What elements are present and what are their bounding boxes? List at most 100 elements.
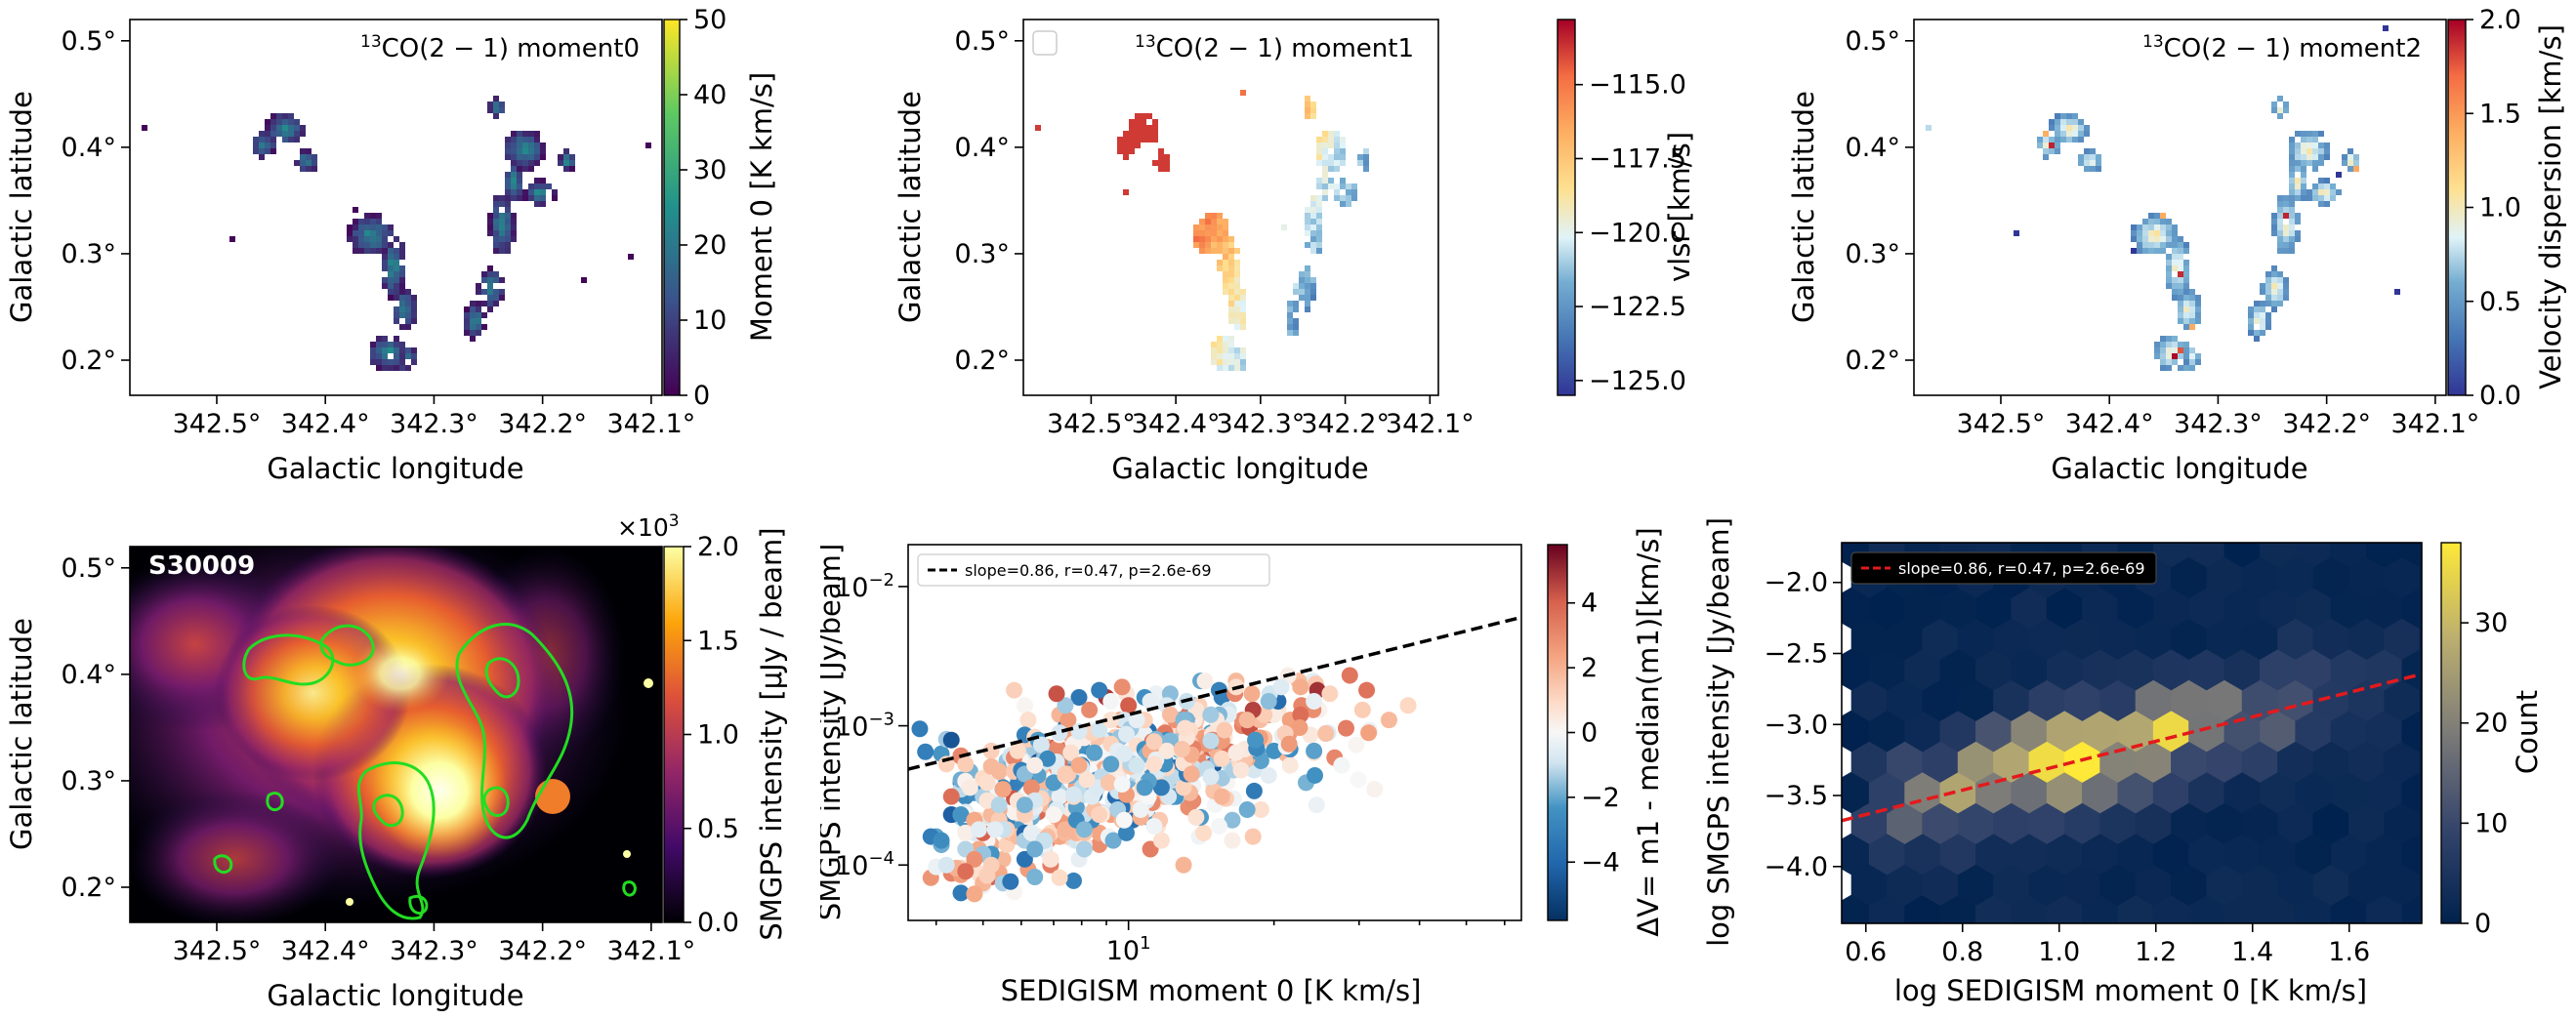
map-pixel [2318, 183, 2324, 189]
map-pixel [2195, 318, 2201, 324]
colorbar-tick-label: 0.0 [2479, 381, 2521, 411]
map-pixel [2166, 236, 2172, 242]
map-pixel [1363, 148, 1369, 154]
map-pixel [1228, 283, 1234, 289]
map-pixel [294, 137, 300, 143]
scatter-point [1022, 779, 1040, 796]
map-pixel [282, 113, 288, 119]
x-tick-label: 342.5° [1047, 409, 1136, 439]
map-pixel [1211, 242, 1217, 248]
map-pixel [2301, 195, 2306, 201]
scatter-point [1128, 712, 1145, 729]
map-pixel [2283, 283, 2289, 289]
map-pixel [470, 306, 476, 312]
map-pixel [1240, 353, 1246, 359]
map-pixel [2295, 213, 2301, 219]
scatter-point [1366, 781, 1384, 798]
map-pixel [1141, 125, 1146, 131]
moment2-title: 13CO(2 − 1) moment2 [2142, 32, 2422, 63]
map-pixel [2183, 248, 2189, 254]
x-tick-label: 1.2 [2135, 937, 2177, 967]
map-pixel [2195, 306, 2201, 312]
x-tick-label: 342.4° [281, 409, 370, 439]
colorbar-tick-label: 30 [693, 155, 727, 185]
colorbar-tick-label: 0.5 [2479, 287, 2521, 317]
map-pixel [505, 207, 511, 213]
map-pixel [1357, 154, 1363, 160]
x-tick-label: 342.1° [606, 409, 695, 439]
y-tick-label: 0.2° [955, 346, 1010, 376]
map-pixel [2260, 289, 2265, 295]
map-pixel [1334, 160, 1340, 166]
smgps-image [130, 547, 662, 922]
scatter-point [1216, 721, 1233, 739]
scatter-point [986, 821, 1004, 838]
map-pixel [394, 347, 399, 353]
map-pixel [534, 189, 540, 195]
scatter-legend-label: slope=0.86, r=0.47, p=2.6e-69 [965, 561, 1212, 580]
scatter-point [1002, 873, 1019, 890]
map-pixel [405, 289, 411, 295]
scatter-point [917, 743, 935, 760]
map-pixel [394, 271, 399, 277]
map-pixel [1310, 230, 1316, 236]
map-pixel [364, 230, 370, 236]
map-pixel [2090, 160, 2096, 166]
map-pixel [1193, 242, 1199, 248]
scatter-point [1321, 685, 1339, 703]
map-pixel [487, 230, 493, 236]
map-pixel [1129, 148, 1135, 154]
map-pixel [2183, 324, 2189, 330]
scatter-point [1380, 712, 1397, 729]
hexbin-cell [1851, 508, 1887, 537]
hexbin-cell [2313, 508, 2348, 537]
map-pixel [470, 330, 476, 336]
scatter-point [1232, 761, 1250, 779]
scatter-point [1158, 742, 1176, 759]
map-pixel [388, 283, 394, 289]
map-pixel [2178, 265, 2183, 271]
scatter-point [1333, 756, 1350, 774]
x-tick-label: 342.1° [606, 936, 695, 966]
map-pixel [1316, 242, 1322, 248]
map-pixel [2265, 277, 2271, 283]
y-tick-label: 0.4° [955, 133, 1010, 163]
hexbin-cell [1887, 508, 1922, 537]
hexbin-cell [2455, 508, 2490, 537]
hexbin-panel: 0.6 0.8 1.0 1.2 1.4 1.6 −2.0 −2.5 −3.0 −3.5 −4.0 s… [1702, 508, 2544, 1007]
map-pixel [2090, 166, 2096, 172]
scatter-point [1091, 806, 1108, 824]
map-pixel [1240, 359, 1246, 365]
map-pixel [394, 248, 399, 254]
map-pixel [1310, 207, 1316, 213]
scatter-point [970, 821, 987, 838]
map-pixel [1322, 154, 1328, 160]
map-pixel [411, 301, 417, 306]
map-pixel [1328, 166, 1334, 172]
map-pixel [1293, 324, 1299, 330]
map-pixel [1123, 137, 1129, 143]
map-pixel [2055, 113, 2060, 119]
map-pixel [517, 148, 522, 154]
map-pixel [382, 265, 388, 271]
scatter-point [1145, 755, 1163, 773]
map-pixel [1299, 295, 1305, 301]
map-pixel [552, 189, 558, 195]
map-pixel [270, 137, 276, 143]
map-pixel [1328, 137, 1334, 143]
map-pixel [2148, 242, 2154, 248]
map-pixel [394, 365, 399, 371]
map-pixel [2301, 131, 2306, 137]
map-pixel [370, 230, 376, 236]
map-pixel [411, 306, 417, 312]
map-pixel [312, 166, 317, 172]
scatter-point [1307, 766, 1324, 784]
map-pixel [1346, 201, 1351, 207]
map-pixel [2183, 342, 2189, 347]
scatter-point [1238, 800, 1256, 818]
map-pixel [2160, 219, 2166, 224]
moment0-title: 13CO(2 − 1) moment0 [360, 32, 640, 63]
map-pixel [1240, 295, 1246, 301]
map-pixel [1299, 289, 1305, 295]
map-pixel [528, 183, 534, 189]
